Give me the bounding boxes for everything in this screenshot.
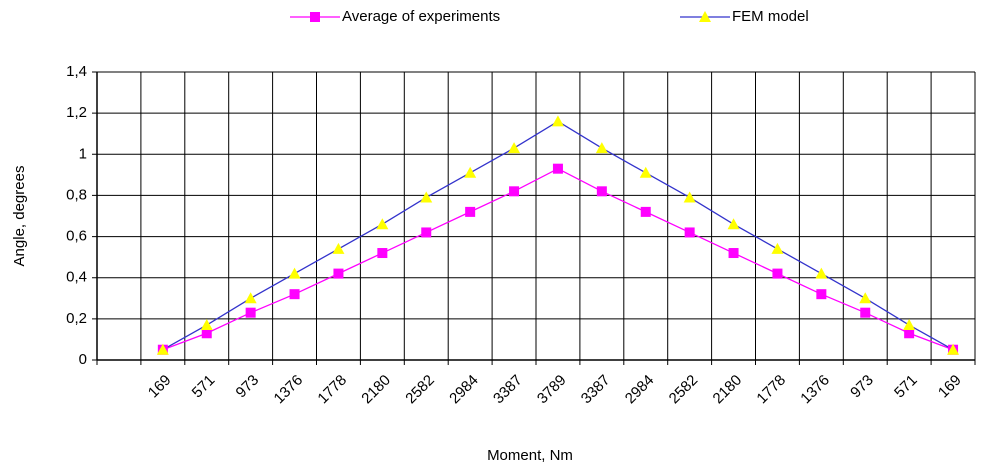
- point: [860, 307, 871, 318]
- point: [508, 142, 521, 154]
- point: [288, 267, 301, 279]
- point: [728, 248, 739, 259]
- point: [727, 218, 740, 230]
- point: [377, 248, 388, 259]
- x-tick-label: 3387: [578, 372, 614, 408]
- series-line: [162, 120, 954, 351]
- point: [420, 191, 433, 203]
- y-tick-label: 0,4: [66, 269, 87, 286]
- point: [421, 227, 432, 238]
- point: [201, 328, 212, 339]
- x-tick-label: 2582: [666, 372, 702, 408]
- point: [816, 289, 827, 300]
- x-tick-label: 2984: [622, 372, 658, 408]
- x-tick-label: 571: [891, 372, 921, 402]
- point: [156, 343, 169, 355]
- point: [245, 307, 256, 318]
- y-tick-label: 0,8: [66, 186, 87, 203]
- point: [815, 267, 828, 279]
- y-tick-label: 1: [79, 145, 87, 162]
- legend-label: FEM model: [732, 8, 809, 25]
- x-tick-label: 973: [847, 372, 877, 402]
- x-tick-label: 2180: [710, 372, 746, 408]
- x-tick-label: 169: [935, 372, 965, 402]
- x-tick-label: 2582: [402, 372, 438, 408]
- legend-label: Average of experiments: [342, 8, 500, 25]
- point: [596, 186, 607, 197]
- point: [333, 268, 344, 279]
- point: [859, 292, 872, 304]
- x-tick-label: 2180: [358, 372, 394, 408]
- x-tick-label: 3387: [490, 372, 526, 408]
- legend-marker: [699, 11, 711, 22]
- point: [772, 268, 783, 279]
- legend-marker: [310, 12, 320, 22]
- point: [683, 191, 696, 203]
- point: [904, 328, 915, 339]
- y-tick-label: 0,2: [66, 310, 87, 327]
- point: [903, 319, 916, 331]
- y-tick-label: 1,2: [66, 104, 87, 121]
- point: [552, 163, 563, 174]
- point: [595, 142, 608, 154]
- y-axis-title: Angle, degrees: [11, 166, 28, 267]
- point: [289, 289, 300, 300]
- y-tick-label: 1,4: [66, 63, 87, 80]
- point: [509, 186, 520, 197]
- point: [771, 242, 784, 254]
- point: [684, 227, 695, 238]
- point: [639, 166, 652, 178]
- point: [200, 319, 213, 331]
- x-tick-label: 1376: [797, 372, 833, 408]
- x-tick-label: 2984: [446, 372, 482, 408]
- point: [244, 292, 257, 304]
- point: [465, 206, 476, 217]
- x-tick-label: 1778: [753, 372, 789, 408]
- y-tick-label: 0,6: [66, 228, 87, 245]
- x-tick-label: 169: [145, 372, 175, 402]
- point: [376, 218, 389, 230]
- x-tick-label: 571: [189, 372, 219, 402]
- x-tick-label: 1778: [314, 372, 350, 408]
- point: [947, 343, 960, 355]
- x-axis-title: Moment, Nm: [487, 447, 573, 464]
- y-tick-label: 0: [79, 351, 87, 368]
- x-tick-label: 1376: [271, 372, 307, 408]
- point: [332, 242, 345, 254]
- x-tick-label: 973: [233, 372, 263, 402]
- x-tick-label: 3789: [534, 372, 570, 408]
- point: [551, 115, 564, 127]
- point: [464, 166, 477, 178]
- point: [640, 206, 651, 217]
